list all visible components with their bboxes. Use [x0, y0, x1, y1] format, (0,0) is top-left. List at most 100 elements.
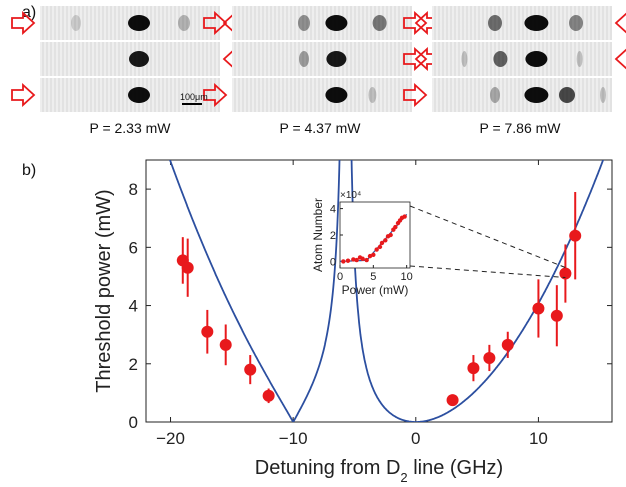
- absorption-image: [232, 78, 412, 112]
- absorption-image: [232, 6, 412, 40]
- atom-cloud: [600, 87, 606, 103]
- inset-x-tick-label: 10: [401, 271, 413, 283]
- atom-cloud: [128, 87, 150, 103]
- inset-data-point: [364, 257, 369, 263]
- scale-bar: 100μm: [180, 92, 208, 105]
- atom-cloud: [71, 15, 81, 31]
- inset-x-tick-label: 5: [370, 271, 376, 283]
- x-tick-label: 10: [529, 429, 548, 448]
- inset-y-tick-label: 4: [330, 204, 336, 216]
- data-point: [262, 389, 275, 402]
- data-point: [569, 229, 582, 242]
- inset-y-axis-label: Atom Number: [311, 198, 325, 272]
- inset-data-point: [345, 258, 351, 263]
- atom-cloud: [178, 15, 190, 31]
- inset-data-point: [371, 252, 376, 257]
- arrow-right-icon: [403, 11, 428, 35]
- data-point: [181, 261, 194, 274]
- x-axis-label: Detuning from D2 line (GHz): [255, 457, 503, 485]
- fit-curve-left: [169, 160, 341, 422]
- inset-x-axis-label: Power (mW): [342, 283, 409, 297]
- scale-bar-line: [182, 103, 202, 105]
- y-tick-label: 4: [129, 297, 138, 316]
- atom-cloud: [128, 15, 150, 31]
- inset-data-point: [360, 256, 365, 261]
- panel-b-label: b): [22, 162, 37, 179]
- inset-data-point: [377, 244, 383, 250]
- atom-cloud: [298, 15, 310, 31]
- x-tick-label: −20: [156, 429, 185, 448]
- plot-frame: [145, 159, 613, 423]
- inset-data-point: [341, 259, 346, 264]
- data-point: [483, 351, 496, 364]
- inset-data-point: [351, 257, 356, 262]
- inset-frame: [339, 201, 411, 269]
- threshold-chart: −20 −10 0 10 0 2 4 6 8 Detuning from D2 line (GHz…: [93, 159, 613, 485]
- atom-cloud: [325, 15, 348, 31]
- arrow-right-icon: [203, 11, 228, 35]
- inset-y-tick-label: 0: [330, 256, 336, 268]
- power-label-2: P = 4.37 mW: [279, 120, 361, 136]
- inset-multiplier: ×10⁴: [340, 190, 361, 201]
- atom-cloud: [524, 87, 549, 103]
- atom-cloud: [326, 51, 347, 67]
- arrow-right-icon: [11, 83, 36, 107]
- arrow-right-icon: [403, 83, 428, 107]
- atom-cloud: [524, 15, 549, 31]
- arrow-left-icon: [614, 48, 626, 70]
- atom-cloud: [525, 51, 548, 67]
- absorption-image: [432, 78, 612, 112]
- power-label-3: P = 7.86 mW: [479, 120, 561, 136]
- inset-data-point: [388, 232, 393, 238]
- inset-x-tick-label: 0: [337, 271, 343, 283]
- y-tick-label: 8: [129, 180, 138, 199]
- zoom-line: [409, 205, 566, 268]
- inset-data-point: [374, 247, 379, 252]
- x-tick-label: −10: [279, 429, 308, 448]
- absorption-image: [232, 42, 412, 76]
- data-point: [201, 325, 214, 338]
- atom-cloud: [129, 51, 149, 67]
- inset-data-point: [393, 224, 398, 230]
- atom-cloud: [372, 15, 387, 31]
- panel-a-label: a): [22, 4, 37, 21]
- y-tick-label: 6: [129, 238, 138, 257]
- atom-cloud: [299, 51, 309, 67]
- arrow-right-icon: [203, 83, 228, 107]
- absorption-image: [40, 6, 220, 40]
- data-point: [559, 267, 572, 280]
- data-point: [446, 394, 459, 407]
- zoom-line: [409, 265, 566, 279]
- arrow-right-icon: [403, 47, 428, 71]
- atom-cloud: [488, 15, 502, 31]
- arrow-left-icon: [614, 12, 626, 34]
- data-point: [244, 363, 257, 376]
- y-axis-label: Threshold power (mW): [93, 189, 115, 392]
- data-point: [501, 338, 514, 351]
- atom-cloud: [490, 87, 500, 103]
- atom-cloud: [368, 87, 377, 103]
- inset-data-point: [402, 214, 407, 219]
- inset-data-point: [383, 238, 388, 243]
- inset-data-point: [379, 240, 385, 246]
- inset-data-point: [367, 253, 373, 259]
- y-tick-label: 2: [129, 355, 138, 374]
- data-point: [219, 338, 232, 351]
- arrow-right-icon: [11, 11, 36, 35]
- power-label-1: P = 2.33 mW: [89, 120, 171, 136]
- atom-cloud: [461, 51, 468, 67]
- absorption-image: [432, 6, 612, 40]
- inset-y-tick-label: 2: [330, 230, 336, 242]
- atom-cloud: [569, 15, 583, 31]
- data-point: [467, 362, 480, 375]
- absorption-image: [432, 42, 612, 76]
- atom-cloud: [576, 51, 583, 67]
- inset-data-point: [354, 257, 359, 263]
- atom-cloud: [559, 87, 575, 103]
- scale-bar-label: 100μm: [180, 92, 208, 102]
- y-tick-label: 0: [129, 413, 138, 432]
- atom-cloud: [493, 51, 508, 67]
- absorption-image: [40, 78, 220, 112]
- x-tick-label: 0: [411, 429, 420, 448]
- absorption-image: [40, 42, 220, 76]
